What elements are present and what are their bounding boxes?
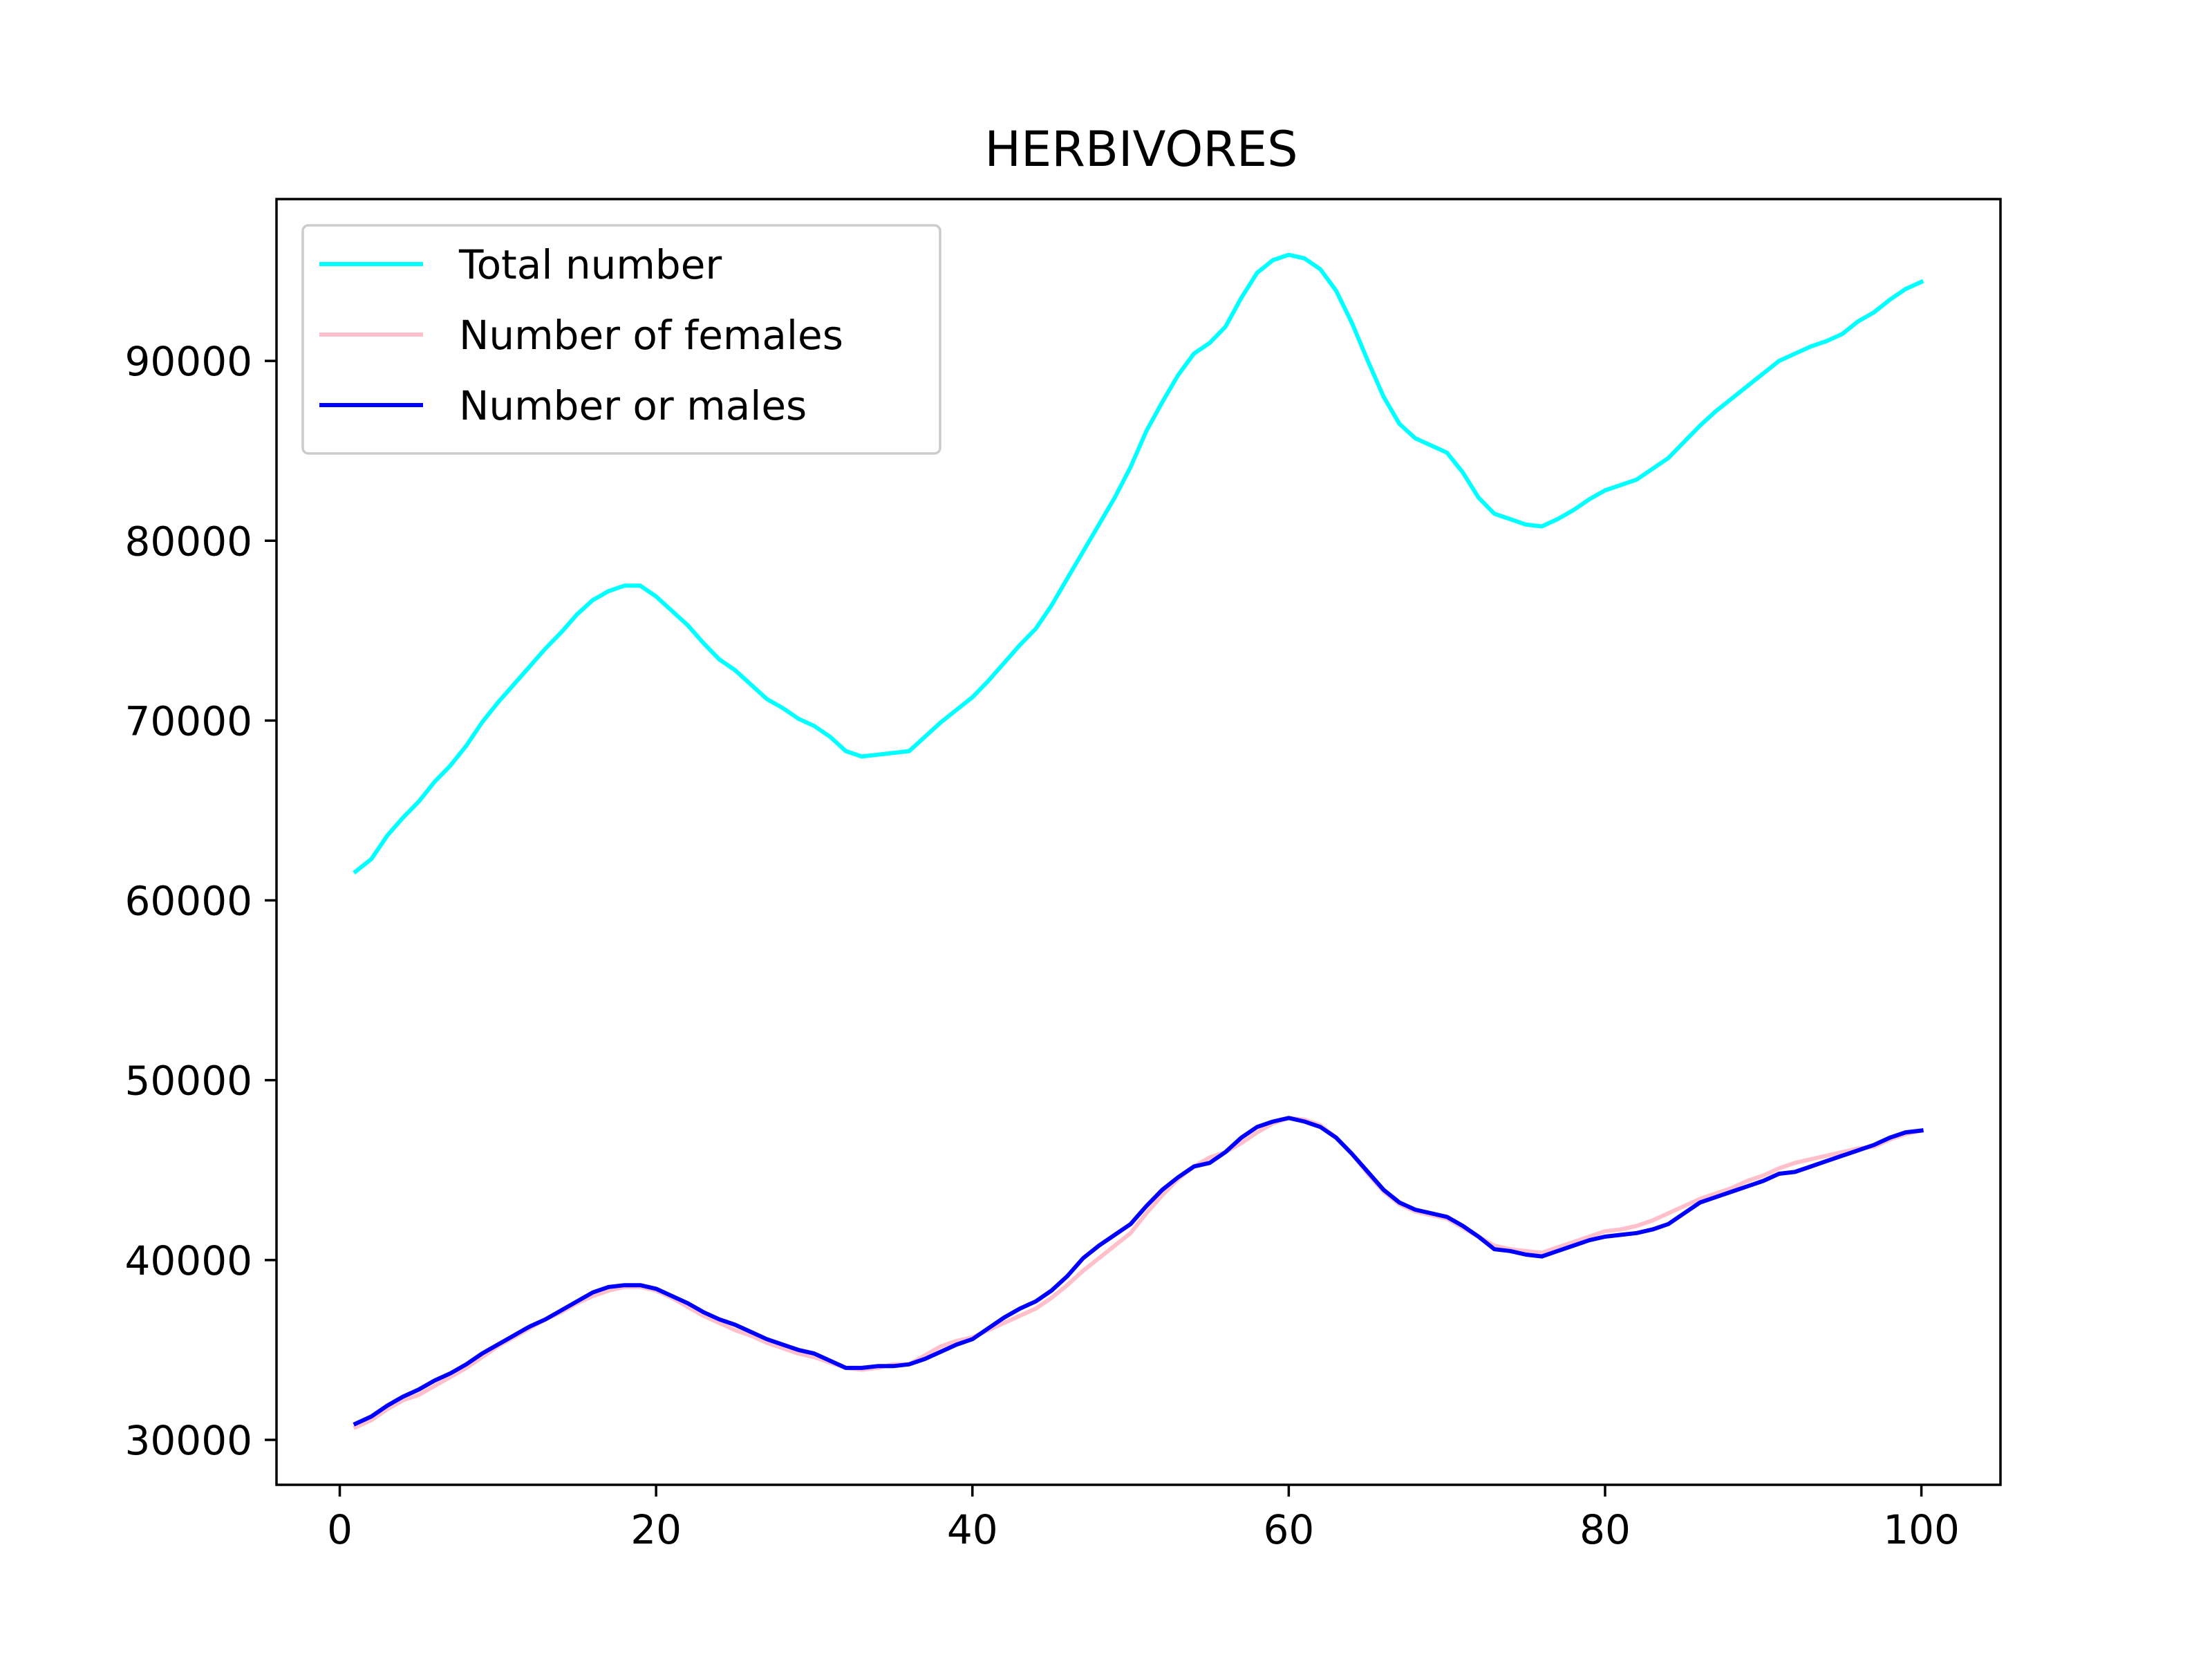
y-tick-label: 40000 bbox=[124, 1237, 252, 1284]
series-line-1 bbox=[353, 1116, 1924, 1430]
x-tick-label: 40 bbox=[947, 1506, 998, 1553]
y-tick-label: 70000 bbox=[124, 697, 252, 744]
legend-box bbox=[301, 224, 941, 455]
x-tick-label: 100 bbox=[1883, 1506, 1960, 1553]
legend-label-0: Total number bbox=[458, 241, 722, 288]
x-tick-label: 0 bbox=[327, 1506, 353, 1553]
legend-label-1: Number of females bbox=[459, 312, 843, 359]
chart-title: HERBIVORES bbox=[984, 121, 1297, 178]
x-tick-label: 20 bbox=[630, 1506, 682, 1553]
series-line-2 bbox=[353, 1116, 1924, 1427]
y-tick-label: 80000 bbox=[124, 518, 252, 565]
series-line-0 bbox=[353, 252, 1924, 875]
y-tick-label: 60000 bbox=[124, 878, 252, 925]
y-tick-label: 90000 bbox=[124, 338, 252, 385]
legend-label-2: Number or males bbox=[459, 382, 807, 429]
y-axis: 30000 40000 50000 60000 70000 80000 90000 bbox=[124, 338, 276, 1464]
plot-frame bbox=[275, 198, 2002, 1486]
y-tick-label: 30000 bbox=[124, 1417, 252, 1464]
x-tick-label: 60 bbox=[1263, 1506, 1314, 1553]
plot-area bbox=[353, 252, 1924, 1430]
legend: Total number Number of females Number or m… bbox=[301, 224, 941, 455]
y-tick-label: 50000 bbox=[124, 1058, 252, 1105]
x-axis: 0 20 40 60 80 100 bbox=[327, 1485, 1960, 1553]
x-tick-label: 80 bbox=[1580, 1506, 1631, 1553]
